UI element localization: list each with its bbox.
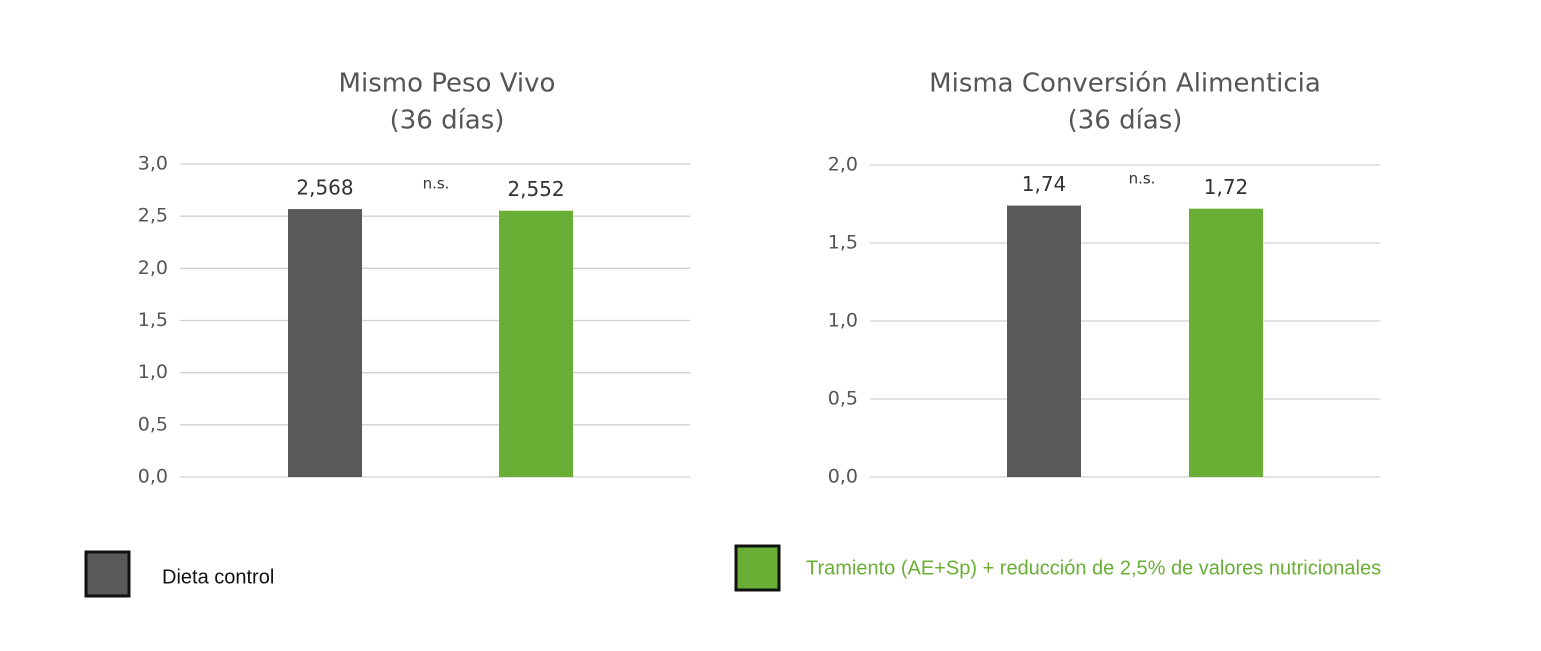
bar: [1007, 205, 1081, 477]
bar: [1189, 208, 1263, 477]
y-tick-label: 0,0: [138, 466, 168, 488]
y-tick-label: 0,0: [828, 466, 858, 488]
y-tick-label: 0,5: [828, 388, 858, 410]
y-tick-label: 2,0: [828, 154, 858, 176]
value-label: 1,72: [1204, 175, 1249, 199]
chart-subtitle: (36 días): [1068, 106, 1183, 136]
value-label: 2,568: [296, 176, 353, 200]
y-tick-label: 0,5: [138, 413, 168, 435]
annotation: n.s.: [1129, 170, 1156, 188]
legend-label: Tramiento (AE+Sp) + reducción de 2,5% de…: [806, 557, 1381, 579]
chart-title: Misma Conversión Alimenticia: [929, 69, 1321, 99]
bar: [288, 209, 362, 477]
y-tick-label: 2,5: [138, 205, 168, 227]
chart-subtitle: (36 días): [390, 106, 505, 136]
value-label: 2,552: [507, 177, 564, 201]
bar: [499, 210, 573, 477]
chart-title: Mismo Peso Vivo: [339, 69, 556, 99]
y-tick-label: 3,0: [138, 153, 168, 175]
y-tick-label: 2,0: [138, 257, 168, 279]
y-tick-label: 1,0: [828, 310, 858, 332]
y-tick-label: 1,5: [828, 232, 858, 254]
y-tick-label: 1,0: [138, 361, 168, 383]
legend-label: Dieta control: [162, 566, 274, 588]
annotation: n.s.: [423, 175, 450, 193]
value-label: 1,74: [1022, 172, 1067, 196]
y-tick-label: 1,5: [138, 309, 168, 331]
legend-swatch: [84, 550, 131, 598]
legend-swatch: [734, 544, 781, 592]
